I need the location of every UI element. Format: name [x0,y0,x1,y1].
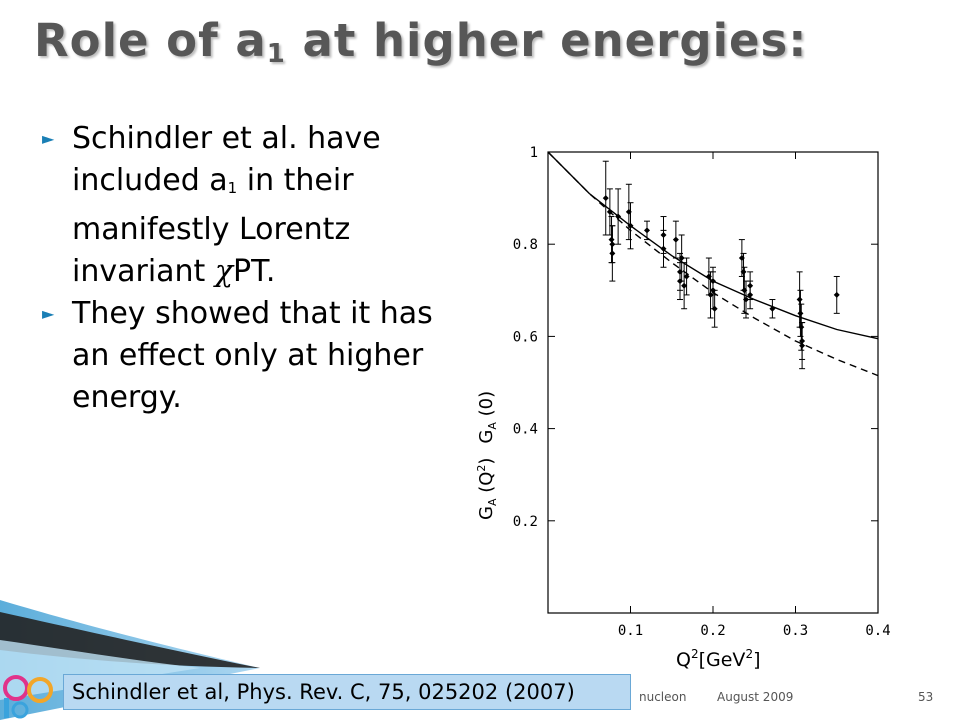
x-tick-label: 0.1 [618,623,643,639]
y-tick-label: 0.6 [513,329,538,345]
data-point [796,271,803,328]
data-point [711,289,718,328]
data-point [833,275,840,314]
dashed-curve [547,151,879,377]
plot-frame [547,151,879,614]
slide-title: Role of a1 at higher energies: [34,14,808,69]
right-triangle-arrow-icon: ► [42,304,55,323]
page-number: 53 [918,690,934,704]
data-point [740,252,747,291]
x-tick-label: 0.3 [783,623,808,639]
logo [3,675,53,719]
solid-curve [547,151,879,340]
data-point [660,229,667,268]
x-tick-label: 0.4 [865,623,890,639]
data-point [609,225,616,264]
bullet-list: ► Schindler et al. have included a1 in t… [42,118,442,419]
data-point [644,220,650,241]
y-tick-label: 0.8 [513,237,538,253]
data-point [799,322,806,360]
y-axis-label: GA (Q2)GA (0) [475,391,499,520]
data-point [602,160,609,236]
data-point [672,220,679,259]
footer-date: August 2009 [717,690,794,704]
x-axis-label: Q2[GeV2] [676,647,761,671]
footer-text: nucleon [639,690,687,704]
bullet-item: ► They showed that it has an effect only… [42,293,442,419]
y-tick-label: 0.2 [513,514,538,530]
data-point [743,280,749,319]
data-point [627,202,634,250]
data-point [606,188,613,236]
data-point [769,299,776,319]
bullet-item: ► Schindler et al. have included a1 in t… [42,118,442,293]
data-point [747,280,754,310]
right-triangle-arrow-icon: ► [42,129,55,148]
data-point [683,257,690,296]
x-tick-label: 0.2 [700,623,725,639]
y-tick-label: 0.4 [513,422,538,438]
y-tick-label: 1 [530,145,538,161]
data-point [615,188,622,245]
citation-box: Schindler et al, Phys. Rev. C, 75, 02520… [63,674,631,710]
